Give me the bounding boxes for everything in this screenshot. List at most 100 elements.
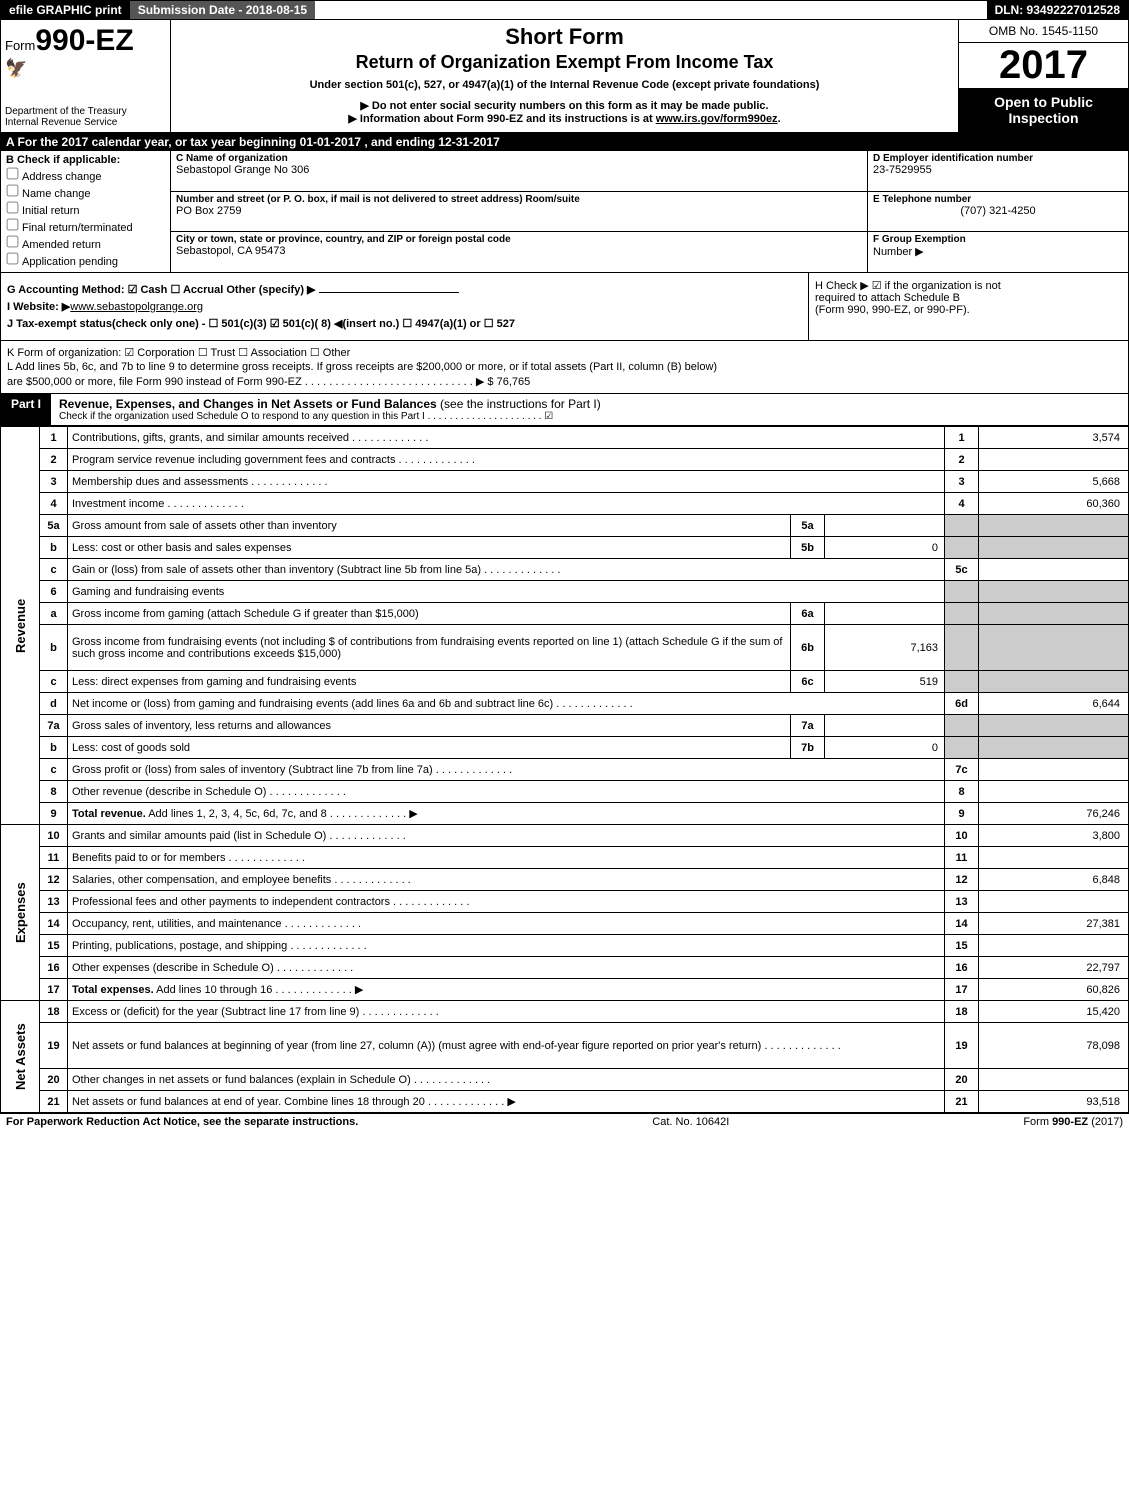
- part-i-tag: Part I: [1, 394, 51, 425]
- line-amount: [979, 1069, 1129, 1091]
- line-amount: 6,848: [979, 869, 1129, 891]
- side-label-net-assets: Net Assets: [1, 1001, 40, 1113]
- line-h-schedule-b: H Check ▶ ☑ if the organization is not r…: [808, 273, 1128, 340]
- line-box: [945, 603, 979, 625]
- line-desc: Net assets or fund balances at end of ye…: [68, 1091, 945, 1113]
- check-application-pending[interactable]: Application pending: [6, 252, 165, 268]
- line-box: 12: [945, 869, 979, 891]
- line-row: 11Benefits paid to or for members . . . …: [1, 847, 1129, 869]
- line-amount: [979, 537, 1129, 559]
- line-box: 21: [945, 1091, 979, 1113]
- line-number: 6: [40, 581, 68, 603]
- line-row: 20Other changes in net assets or fund ba…: [1, 1069, 1129, 1091]
- phone-value: (707) 321-4250: [873, 205, 1123, 217]
- line-number: d: [40, 693, 68, 715]
- eagle-icon: 🦅: [5, 58, 166, 79]
- line-number: c: [40, 759, 68, 781]
- line-row: 6Gaming and fundraising events: [1, 581, 1129, 603]
- line-amount: [979, 603, 1129, 625]
- check-address-change[interactable]: Address change: [6, 167, 165, 183]
- line-i-website: I Website: ▶www.sebastopolgrange.org: [7, 300, 802, 313]
- check-name-change[interactable]: Name change: [6, 184, 165, 200]
- line-row: 12Salaries, other compensation, and empl…: [1, 869, 1129, 891]
- line-box: 17: [945, 979, 979, 1001]
- line-amount: 5,668: [979, 471, 1129, 493]
- line-number: b: [40, 737, 68, 759]
- line-desc: Net income or (loss) from gaming and fun…: [68, 693, 945, 715]
- line-box: 5c: [945, 559, 979, 581]
- line-l-gross-1: L Add lines 5b, 6c, and 7b to line 9 to …: [7, 361, 1122, 373]
- line-row: Expenses10Grants and similar amounts pai…: [1, 825, 1129, 847]
- line-desc: Contributions, gifts, grants, and simila…: [68, 427, 945, 449]
- ein-value: 23-7529955: [873, 164, 1123, 176]
- block-b-through-f: B Check if applicable: Address change Na…: [0, 151, 1129, 273]
- line-number: 11: [40, 847, 68, 869]
- address-value: PO Box 2759: [176, 205, 862, 217]
- mini-box: 5b: [791, 537, 825, 559]
- irs-link[interactable]: www.irs.gov/form990ez: [656, 113, 778, 125]
- line-box: 13: [945, 891, 979, 913]
- line-box: 18: [945, 1001, 979, 1023]
- line-amount: 93,518: [979, 1091, 1129, 1113]
- mini-box: 6b: [791, 625, 825, 671]
- line-number: 1: [40, 427, 68, 449]
- omb-number: OMB No. 1545-1150: [959, 20, 1128, 43]
- line-amount: [979, 847, 1129, 869]
- line-box: 1: [945, 427, 979, 449]
- side-label-revenue: Revenue: [1, 427, 40, 825]
- line-row: 7aGross sales of inventory, less returns…: [1, 715, 1129, 737]
- line-desc: Total expenses. Add lines 10 through 16 …: [68, 979, 945, 1001]
- form-header: Form990-EZ 🦅 Department of the Treasury …: [0, 20, 1129, 133]
- line-desc: Benefits paid to or for members . . . . …: [68, 847, 945, 869]
- col-b-checkboxes: B Check if applicable: Address change Na…: [1, 151, 171, 272]
- bullet-info-pre: ▶ Information about Form 990-EZ and its …: [348, 113, 655, 125]
- title-short-form: Short Form: [177, 24, 952, 50]
- line-row: dNet income or (loss) from gaming and fu…: [1, 693, 1129, 715]
- line-desc: Total revenue. Add lines 1, 2, 3, 4, 5c,…: [68, 803, 945, 825]
- mini-value: 7,163: [825, 625, 945, 671]
- inspect-line2: Inspection: [961, 110, 1126, 126]
- line-number: c: [40, 671, 68, 693]
- line-desc: Less: cost of goods sold: [68, 737, 791, 759]
- line-amount: 76,246: [979, 803, 1129, 825]
- line-amount: 22,797: [979, 957, 1129, 979]
- line-row: 9Total revenue. Add lines 1, 2, 3, 4, 5c…: [1, 803, 1129, 825]
- line-row: bLess: cost or other basis and sales exp…: [1, 537, 1129, 559]
- city-value: Sebastopol, CA 95473: [176, 245, 862, 257]
- line-number: 13: [40, 891, 68, 913]
- line-desc: Professional fees and other payments to …: [68, 891, 945, 913]
- check-amended-return[interactable]: Amended return: [6, 235, 165, 251]
- org-name-value: Sebastopol Grange No 306: [176, 164, 862, 176]
- line-row: 14Occupancy, rent, utilities, and mainte…: [1, 913, 1129, 935]
- bullet-ssn: ▶ Do not enter social security numbers o…: [177, 99, 952, 112]
- part-i-header: Part I Revenue, Expenses, and Changes in…: [0, 394, 1129, 426]
- line-desc: Gross income from gaming (attach Schedul…: [68, 603, 791, 625]
- mini-value: [825, 715, 945, 737]
- line-amount: 3,574: [979, 427, 1129, 449]
- line-box: 8: [945, 781, 979, 803]
- line-desc: Salaries, other compensation, and employ…: [68, 869, 945, 891]
- line-box: 11: [945, 847, 979, 869]
- line-number: 16: [40, 957, 68, 979]
- check-final-return[interactable]: Final return/terminated: [6, 218, 165, 234]
- line-desc: Gross sales of inventory, less returns a…: [68, 715, 791, 737]
- block-g-through-j: G Accounting Method: ☑ Cash ☐ Accrual Ot…: [0, 273, 1129, 341]
- line-number: 20: [40, 1069, 68, 1091]
- line-row: cLess: direct expenses from gaming and f…: [1, 671, 1129, 693]
- line-row: bGross income from fundraising events (n…: [1, 625, 1129, 671]
- line-amount: [979, 581, 1129, 603]
- h-line1: H Check ▶ ☑ if the organization is not: [815, 279, 1122, 292]
- line-box: [945, 515, 979, 537]
- line-box: 19: [945, 1023, 979, 1069]
- line-amount: [979, 515, 1129, 537]
- line-amount: 60,826: [979, 979, 1129, 1001]
- line-desc: Gross amount from sale of assets other t…: [68, 515, 791, 537]
- top-bar: efile GRAPHIC print Submission Date - 20…: [0, 0, 1129, 20]
- line-amount: 15,420: [979, 1001, 1129, 1023]
- check-initial-return[interactable]: Initial return: [6, 201, 165, 217]
- line-desc: Gross profit or (loss) from sales of inv…: [68, 759, 945, 781]
- line-row: 21Net assets or fund balances at end of …: [1, 1091, 1129, 1113]
- line-number: 15: [40, 935, 68, 957]
- part-i-sub: Check if the organization used Schedule …: [59, 411, 1120, 422]
- footer-center: Cat. No. 10642I: [652, 1116, 729, 1128]
